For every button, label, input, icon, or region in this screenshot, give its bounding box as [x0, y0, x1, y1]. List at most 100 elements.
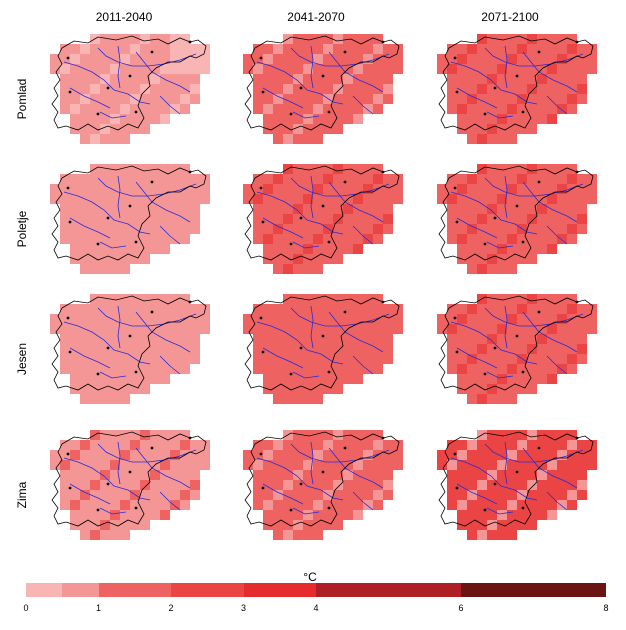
- station-marker: [493, 86, 497, 90]
- river-line: [522, 181, 578, 223]
- station-marker: [493, 482, 497, 486]
- river-line: [63, 321, 151, 365]
- station-marker: [343, 50, 347, 54]
- river-line: [262, 217, 304, 239]
- river-line: [69, 483, 111, 505]
- station-marker: [455, 90, 459, 94]
- station-marker: [299, 216, 303, 220]
- river-line: [310, 441, 314, 485]
- map-panel-jesen-2011-2040: [40, 292, 220, 412]
- river-line: [546, 491, 568, 511]
- map-panel-zima-2011-2040: [40, 428, 220, 548]
- station-marker: [455, 220, 459, 224]
- legend-tick-4: 4: [313, 603, 319, 613]
- station-marker: [381, 436, 385, 440]
- station-marker: [134, 240, 138, 244]
- station-marker: [188, 300, 192, 304]
- river-line: [135, 181, 191, 223]
- country-outline: [51, 35, 207, 131]
- map-panel-poletje-2011-2040: [40, 162, 220, 282]
- temperature-grid: [50, 294, 210, 404]
- station-marker: [515, 74, 519, 78]
- temperature-grid: [243, 430, 403, 540]
- station-marker: [327, 110, 331, 114]
- row-label-zima: Zima: [15, 481, 29, 509]
- station-marker: [483, 242, 487, 246]
- country-outline: [244, 295, 400, 391]
- station-marker: [259, 452, 263, 456]
- river-line: [256, 191, 344, 235]
- river-line: [256, 321, 344, 365]
- station-marker: [128, 334, 132, 338]
- river-line: [310, 305, 314, 349]
- river-line: [486, 111, 514, 119]
- station-marker: [321, 204, 325, 208]
- temperature-grid: [50, 34, 210, 144]
- station-marker: [537, 180, 541, 184]
- station-marker: [289, 112, 293, 116]
- station-marker: [188, 436, 192, 440]
- column-label-2071-2100: 2071-2100: [481, 10, 539, 24]
- country-outline: [51, 431, 207, 527]
- station-marker: [261, 350, 265, 354]
- station-marker: [106, 86, 110, 90]
- river-line: [292, 507, 320, 515]
- river-line: [99, 111, 127, 119]
- station-marker: [68, 486, 72, 490]
- river-line: [117, 305, 121, 349]
- river-line: [99, 241, 127, 249]
- station-marker: [106, 346, 110, 350]
- station-marker: [128, 74, 132, 78]
- river-line: [484, 177, 584, 197]
- temperature-grid: [437, 34, 597, 144]
- legend-class-3: [171, 583, 244, 597]
- river-line: [484, 443, 584, 463]
- river-line: [328, 51, 384, 93]
- river-line: [97, 47, 197, 67]
- station-marker: [96, 372, 100, 376]
- river-line: [262, 483, 304, 505]
- river-line: [450, 61, 538, 105]
- river-line: [117, 45, 121, 89]
- river-line: [504, 441, 508, 485]
- river-line: [290, 443, 390, 463]
- map-panel-pomlad-2071-2100: [427, 32, 607, 152]
- river-line: [99, 371, 127, 379]
- station-marker: [321, 74, 325, 78]
- river-line: [290, 307, 390, 327]
- river-line: [504, 45, 508, 89]
- country-outline: [438, 35, 594, 131]
- river-line: [450, 321, 538, 365]
- station-marker: [575, 170, 579, 174]
- country-outline: [51, 165, 207, 261]
- temperature-grid: [437, 294, 597, 404]
- river-line: [117, 441, 121, 485]
- temperature-grid: [437, 164, 597, 274]
- river-line: [352, 355, 374, 375]
- river-line: [292, 371, 320, 379]
- river-line: [456, 483, 498, 505]
- country-outline: [244, 431, 400, 527]
- legend-tick-2: 2: [168, 603, 174, 613]
- station-marker: [521, 110, 525, 114]
- station-marker: [106, 216, 110, 220]
- station-marker: [259, 56, 263, 60]
- legend-tick-1: 1: [95, 603, 101, 613]
- station-marker: [134, 370, 138, 374]
- river-line: [522, 51, 578, 93]
- river-line: [135, 51, 191, 93]
- river-line: [159, 491, 181, 511]
- station-marker: [455, 486, 459, 490]
- country-outline: [244, 35, 400, 131]
- station-marker: [575, 436, 579, 440]
- river-line: [262, 347, 304, 369]
- legend-class-5: [316, 583, 461, 597]
- station-marker: [150, 50, 154, 54]
- legend-tick-0: 0: [23, 603, 29, 613]
- river-line: [456, 87, 498, 109]
- river-line: [504, 305, 508, 349]
- station-marker: [453, 316, 457, 320]
- station-marker: [521, 506, 525, 510]
- station-marker: [68, 90, 72, 94]
- station-marker: [259, 186, 263, 190]
